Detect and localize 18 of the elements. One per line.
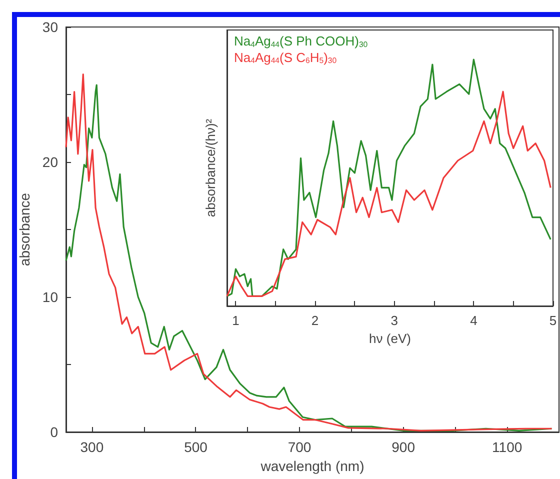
x-tick-label: 3 bbox=[390, 313, 398, 328]
y-tick-label: 10 bbox=[42, 289, 58, 305]
y-axis-title: absorbance/(hν)² bbox=[203, 118, 218, 218]
x-tick-label: 300 bbox=[80, 439, 104, 455]
x-tick-label: 5 bbox=[549, 313, 557, 328]
x-tick-label: 1100 bbox=[492, 439, 522, 455]
y-axis-title: absorbance bbox=[16, 192, 33, 266]
x-tick-label: 4 bbox=[470, 313, 478, 328]
x-tick-label: 1 bbox=[232, 313, 240, 328]
x-tick-label: 700 bbox=[288, 439, 312, 455]
x-tick-label: 900 bbox=[392, 439, 416, 455]
x-tick-label: 2 bbox=[311, 313, 319, 328]
x-tick-label: 500 bbox=[184, 439, 208, 455]
y-tick-label: 30 bbox=[42, 19, 58, 35]
y-tick-label: 0 bbox=[50, 424, 58, 440]
y-tick-label: 20 bbox=[42, 154, 58, 170]
x-axis-title: hν (eV) bbox=[369, 331, 411, 346]
x-axis-title: wavelength (nm) bbox=[260, 458, 364, 474]
